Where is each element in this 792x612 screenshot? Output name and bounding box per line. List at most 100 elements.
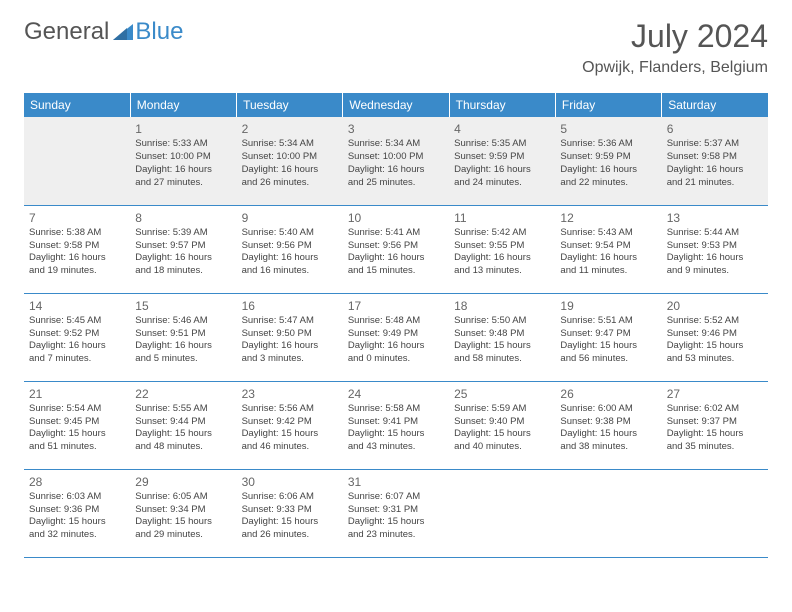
calendar-day-cell: 2Sunrise: 5:34 AMSunset: 10:00 PMDayligh… — [237, 117, 343, 205]
cell-daylight2: and 0 minutes. — [348, 353, 444, 366]
day-number: 1 — [135, 121, 231, 137]
calendar-day-cell: 6Sunrise: 5:37 AMSunset: 9:58 PMDaylight… — [662, 117, 768, 205]
cell-sunrise: Sunrise: 6:05 AM — [135, 491, 231, 504]
calendar-day-cell: 1Sunrise: 5:33 AMSunset: 10:00 PMDayligh… — [130, 117, 236, 205]
calendar-day-cell: 23Sunrise: 5:56 AMSunset: 9:42 PMDayligh… — [237, 381, 343, 469]
cell-daylight2: and 19 minutes. — [29, 265, 125, 278]
cell-sunset: Sunset: 9:56 PM — [348, 240, 444, 253]
cell-daylight1: Daylight: 15 hours — [29, 516, 125, 529]
cell-daylight2: and 21 minutes. — [667, 177, 763, 190]
day-number: 24 — [348, 386, 444, 402]
day-number: 18 — [454, 298, 550, 314]
cell-daylight2: and 56 minutes. — [560, 353, 656, 366]
weekday-header: Friday — [555, 93, 661, 117]
weekday-header: Thursday — [449, 93, 555, 117]
day-number: 20 — [667, 298, 763, 314]
day-number: 22 — [135, 386, 231, 402]
calendar-day-cell: 24Sunrise: 5:58 AMSunset: 9:41 PMDayligh… — [343, 381, 449, 469]
cell-daylight1: Daylight: 15 hours — [454, 340, 550, 353]
cell-sunrise: Sunrise: 5:38 AM — [29, 227, 125, 240]
cell-daylight1: Daylight: 16 hours — [29, 340, 125, 353]
calendar-day-cell: 28Sunrise: 6:03 AMSunset: 9:36 PMDayligh… — [24, 469, 130, 557]
cell-sunset: Sunset: 9:46 PM — [667, 328, 763, 341]
day-number: 12 — [560, 210, 656, 226]
logo-text-general: General — [24, 18, 109, 46]
cell-sunrise: Sunrise: 5:36 AM — [560, 138, 656, 151]
cell-daylight1: Daylight: 15 hours — [242, 428, 338, 441]
cell-sunset: Sunset: 9:38 PM — [560, 416, 656, 429]
cell-sunset: Sunset: 9:36 PM — [29, 504, 125, 517]
cell-sunrise: Sunrise: 5:40 AM — [242, 227, 338, 240]
cell-daylight1: Daylight: 15 hours — [29, 428, 125, 441]
weekday-header: Tuesday — [237, 93, 343, 117]
day-number: 7 — [29, 210, 125, 226]
calendar-week-row: 1Sunrise: 5:33 AMSunset: 10:00 PMDayligh… — [24, 117, 768, 205]
cell-daylight2: and 22 minutes. — [560, 177, 656, 190]
logo-text-blue: Blue — [135, 18, 183, 46]
cell-sunrise: Sunrise: 6:03 AM — [29, 491, 125, 504]
cell-daylight2: and 53 minutes. — [667, 353, 763, 366]
cell-daylight1: Daylight: 15 hours — [667, 428, 763, 441]
cell-daylight2: and 29 minutes. — [135, 529, 231, 542]
cell-sunset: Sunset: 9:55 PM — [454, 240, 550, 253]
calendar-day-cell: 13Sunrise: 5:44 AMSunset: 9:53 PMDayligh… — [662, 205, 768, 293]
calendar-day-cell: 19Sunrise: 5:51 AMSunset: 9:47 PMDayligh… — [555, 293, 661, 381]
logo: General Blue — [24, 18, 183, 46]
day-number: 27 — [667, 386, 763, 402]
cell-daylight1: Daylight: 16 hours — [560, 252, 656, 265]
cell-daylight1: Daylight: 15 hours — [348, 516, 444, 529]
day-number: 30 — [242, 474, 338, 490]
cell-daylight1: Daylight: 16 hours — [348, 252, 444, 265]
day-number: 4 — [454, 121, 550, 137]
calendar-day-cell: 25Sunrise: 5:59 AMSunset: 9:40 PMDayligh… — [449, 381, 555, 469]
day-number: 3 — [348, 121, 444, 137]
cell-sunrise: Sunrise: 5:41 AM — [348, 227, 444, 240]
cell-daylight2: and 24 minutes. — [454, 177, 550, 190]
cell-sunset: Sunset: 9:50 PM — [242, 328, 338, 341]
cell-daylight1: Daylight: 15 hours — [135, 516, 231, 529]
cell-daylight2: and 32 minutes. — [29, 529, 125, 542]
cell-daylight2: and 5 minutes. — [135, 353, 231, 366]
cell-daylight2: and 16 minutes. — [242, 265, 338, 278]
calendar-day-cell: 5Sunrise: 5:36 AMSunset: 9:59 PMDaylight… — [555, 117, 661, 205]
cell-sunrise: Sunrise: 5:59 AM — [454, 403, 550, 416]
cell-daylight2: and 15 minutes. — [348, 265, 444, 278]
cell-daylight1: Daylight: 15 hours — [348, 428, 444, 441]
day-number: 13 — [667, 210, 763, 226]
cell-sunset: Sunset: 10:00 PM — [242, 151, 338, 164]
cell-daylight1: Daylight: 15 hours — [560, 428, 656, 441]
calendar-day-cell: 4Sunrise: 5:35 AMSunset: 9:59 PMDaylight… — [449, 117, 555, 205]
cell-daylight1: Daylight: 16 hours — [29, 252, 125, 265]
weekday-header: Sunday — [24, 93, 130, 117]
cell-sunrise: Sunrise: 5:48 AM — [348, 315, 444, 328]
cell-sunset: Sunset: 9:56 PM — [242, 240, 338, 253]
cell-daylight2: and 9 minutes. — [667, 265, 763, 278]
cell-daylight2: and 46 minutes. — [242, 441, 338, 454]
cell-sunrise: Sunrise: 5:45 AM — [29, 315, 125, 328]
cell-daylight1: Daylight: 16 hours — [348, 340, 444, 353]
cell-sunset: Sunset: 9:42 PM — [242, 416, 338, 429]
cell-sunset: Sunset: 9:58 PM — [29, 240, 125, 253]
cell-daylight1: Daylight: 15 hours — [454, 428, 550, 441]
cell-daylight2: and 7 minutes. — [29, 353, 125, 366]
cell-daylight2: and 48 minutes. — [135, 441, 231, 454]
calendar-day-cell: 10Sunrise: 5:41 AMSunset: 9:56 PMDayligh… — [343, 205, 449, 293]
weekday-header: Saturday — [662, 93, 768, 117]
calendar-day-cell — [24, 117, 130, 205]
cell-daylight1: Daylight: 16 hours — [242, 252, 338, 265]
calendar-day-cell: 7Sunrise: 5:38 AMSunset: 9:58 PMDaylight… — [24, 205, 130, 293]
calendar-day-cell: 18Sunrise: 5:50 AMSunset: 9:48 PMDayligh… — [449, 293, 555, 381]
cell-daylight1: Daylight: 16 hours — [348, 164, 444, 177]
calendar-day-cell — [449, 469, 555, 557]
cell-sunset: Sunset: 9:45 PM — [29, 416, 125, 429]
cell-daylight2: and 11 minutes. — [560, 265, 656, 278]
calendar-day-cell — [662, 469, 768, 557]
day-number: 2 — [242, 121, 338, 137]
cell-sunset: Sunset: 9:34 PM — [135, 504, 231, 517]
cell-sunrise: Sunrise: 5:54 AM — [29, 403, 125, 416]
cell-daylight2: and 23 minutes. — [348, 529, 444, 542]
day-number: 9 — [242, 210, 338, 226]
calendar-day-cell: 3Sunrise: 5:34 AMSunset: 10:00 PMDayligh… — [343, 117, 449, 205]
day-number: 6 — [667, 121, 763, 137]
calendar-week-row: 14Sunrise: 5:45 AMSunset: 9:52 PMDayligh… — [24, 293, 768, 381]
